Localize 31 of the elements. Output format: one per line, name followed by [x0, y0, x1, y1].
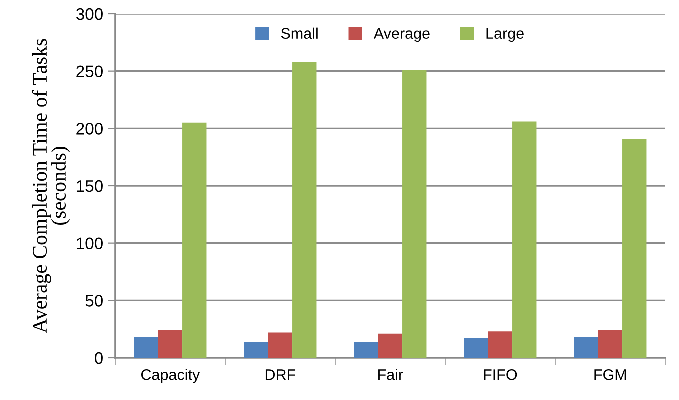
bar: [354, 342, 378, 358]
bar: [574, 337, 598, 358]
y-tick-label: 0: [95, 352, 103, 364]
bar: [598, 330, 623, 358]
bar: [268, 332, 293, 358]
bar: [244, 342, 268, 358]
bar: [158, 330, 183, 358]
bar: [134, 337, 158, 358]
y-tick-label: 50: [86, 295, 103, 307]
y-tick-label: 250: [76, 66, 103, 78]
bar: [292, 62, 317, 358]
x-tick-label: DRF: [266, 370, 296, 380]
x-tick-label: FIFO: [484, 370, 518, 380]
bar: [622, 138, 647, 358]
x-tick-label: FGM: [594, 370, 626, 380]
y-tick-label: 300: [76, 8, 103, 20]
legend-label: Small: [281, 28, 318, 40]
bar: [512, 122, 537, 358]
y-axis-title: Average Completion Time of Tasks (seconds): [32, 39, 70, 334]
x-tick-label: Capacity: [141, 369, 200, 384]
y-tick-label: 150: [77, 180, 103, 192]
y-tick-label: 200: [76, 123, 103, 135]
y-tick-label: 100: [77, 238, 103, 250]
x-tick-label: Fair: [378, 369, 404, 380]
bar: [488, 332, 513, 358]
bar: [402, 70, 427, 358]
bar: [182, 122, 207, 358]
legend-label: Average: [374, 28, 430, 42]
bar: [464, 338, 488, 358]
bar: [378, 334, 403, 358]
legend-label: Large: [486, 28, 524, 42]
